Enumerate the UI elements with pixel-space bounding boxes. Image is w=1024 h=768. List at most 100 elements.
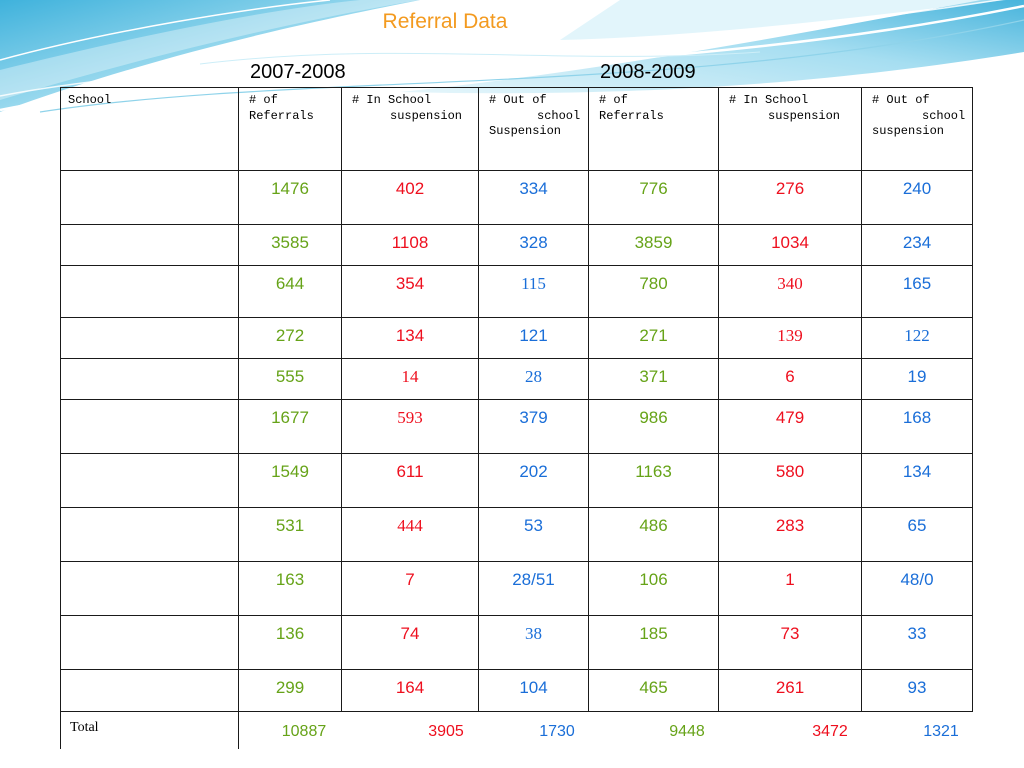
referrals-0809-cell: 486 [588,507,719,562]
header-row: School # of Referrals # In School suspen… [60,87,973,171]
school-cell [60,561,239,616]
in-school-0708-cell: 7 [341,561,479,616]
table-row: 1677 593 379 986 479 168 [60,399,973,454]
referrals-0708-cell: 136 [238,615,342,670]
table-row: 3585 1108 328 3859 1034 234 [60,224,973,266]
in-school-0809-cell: 73 [718,615,862,670]
total-out-school-0708: 1730 [539,723,575,740]
in-school-0708-cell: 593 [341,399,479,454]
referrals-0809-cell: 1163 [588,453,719,508]
year-heading-first: 2007-2008 [250,61,346,83]
table-row: 1476 402 334 776 276 240 [60,170,973,225]
referrals-0708-cell: 555 [238,358,342,400]
in-school-0708-cell: 134 [341,317,479,359]
out-school-0708-cell: 53 [478,507,589,562]
school-cell [60,170,239,225]
total-in-school-0809: 3472 [812,723,848,740]
header-line: suspension [872,124,945,138]
in-school-0708-cell: 354 [341,265,479,318]
referrals-0809-cell: 106 [588,561,719,616]
school-cell [60,453,239,508]
referrals-0809-cell: 780 [588,265,719,318]
table-row: 136 74 38 185 73 33 [60,615,973,670]
in-school-0809-cell: 1034 [718,224,862,266]
referrals-0708-cell: 299 [238,669,342,712]
out-school-0809-cell: 165 [861,265,973,318]
referrals-0809-cell: 271 [588,317,719,359]
total-referrals-0809: 9448 [669,723,705,740]
table-row: 531 444 53 486 283 65 [60,507,973,562]
header-line: school [922,108,966,123]
in-school-0809-cell: 283 [718,507,862,562]
out-school-0708-cell: 328 [478,224,589,266]
slide-title: Referral Data [382,10,508,33]
out-school-0708-cell: 202 [478,453,589,508]
header-in-school-0708: # In School suspension [341,87,479,171]
table-row: 163 7 28/51 106 1 48/0 [60,561,973,616]
header-out-school-0809: # Out of school suspension [861,87,973,171]
table-row: 555 14 28 371 6 19 [60,358,973,400]
in-school-0809-cell: 340 [718,265,862,318]
out-school-0809-cell: 168 [861,399,973,454]
out-school-0809-cell: 65 [861,507,973,562]
header-in-school-0809: # In School suspension [718,87,862,171]
school-cell [60,615,239,670]
referrals-0809-cell: 3859 [588,224,719,266]
school-cell [60,669,239,712]
in-school-0809-cell: 1 [718,561,862,616]
in-school-0708-cell: 1108 [341,224,479,266]
header-line: # In School [729,93,809,107]
referrals-0708-cell: 3585 [238,224,342,266]
in-school-0809-cell: 580 [718,453,862,508]
out-school-0708-cell: 121 [478,317,589,359]
in-school-0809-cell: 261 [718,669,862,712]
in-school-0809-cell: 6 [718,358,862,400]
header-line: # of [599,93,628,107]
out-school-0708-cell: 379 [478,399,589,454]
out-school-0708-cell: 38 [478,615,589,670]
header-referrals-0708: # of Referrals [238,87,342,171]
out-school-0809-cell: 234 [861,224,973,266]
total-values: 10887 3905 1730 9448 3472 1321 [238,711,973,749]
in-school-0708-cell: 14 [341,358,479,400]
in-school-0708-cell: 611 [341,453,479,508]
header-wave-graphic [0,0,1024,113]
in-school-0708-cell: 444 [341,507,479,562]
table-row: 1549 611 202 1163 580 134 [60,453,973,508]
table-row: 272 134 121 271 139 122 [60,317,973,359]
out-school-0809-cell: 122 [861,317,973,359]
header-out-school-0708: # Out of school Suspension [478,87,589,171]
header-line: School [68,93,112,107]
out-school-0809-cell: 48/0 [861,561,973,616]
out-school-0809-cell: 240 [861,170,973,225]
referrals-0708-cell: 531 [238,507,342,562]
in-school-0708-cell: 164 [341,669,479,712]
referrals-0708-cell: 1677 [238,399,342,454]
in-school-0809-cell: 479 [718,399,862,454]
in-school-0708-cell: 74 [341,615,479,670]
referrals-0809-cell: 371 [588,358,719,400]
school-cell [60,507,239,562]
total-referrals-0708: 10887 [281,723,327,740]
header-line: # Out of [872,93,930,107]
referrals-0708-cell: 1476 [238,170,342,225]
header-line: # In School [352,93,432,107]
referral-table: School # of Referrals # In School suspen… [60,87,973,749]
year-heading-second: 2008-2009 [600,61,696,83]
school-cell [60,399,239,454]
referrals-0809-cell: 185 [588,615,719,670]
referrals-0809-cell: 986 [588,399,719,454]
out-school-0809-cell: 134 [861,453,973,508]
header-line: # of [249,93,278,107]
out-school-0708-cell: 28/51 [478,561,589,616]
in-school-0809-cell: 139 [718,317,862,359]
total-in-school-0708: 3905 [428,723,464,740]
total-out-school-0809: 1321 [923,723,959,740]
school-cell [60,317,239,359]
header-school: School [60,87,239,171]
school-cell [60,224,239,266]
out-school-0708-cell: 28 [478,358,589,400]
referrals-0809-cell: 776 [588,170,719,225]
referrals-0708-cell: 644 [238,265,342,318]
out-school-0809-cell: 19 [861,358,973,400]
